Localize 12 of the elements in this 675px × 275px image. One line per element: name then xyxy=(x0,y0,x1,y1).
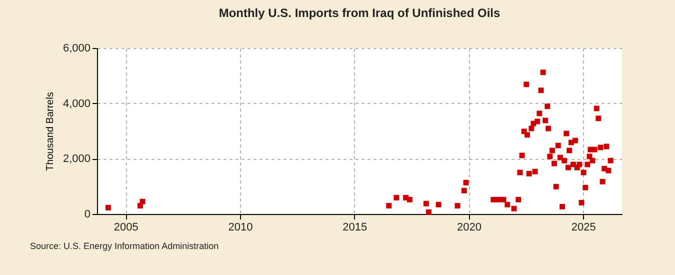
y-tick-label: 2,000 xyxy=(62,153,90,166)
y-tick-label: 0 xyxy=(84,208,90,220)
source-note: Source: U.S. Energy Information Administration xyxy=(30,241,219,251)
x-tick-label: 2010 xyxy=(228,222,253,234)
x-tick-label: 2015 xyxy=(342,222,368,234)
x-tick-label: 2025 xyxy=(571,222,596,234)
y-tick-label: 6,000 xyxy=(62,42,90,54)
y-axis-title: Thousand Barrels xyxy=(44,92,56,171)
x-tick-label: 2005 xyxy=(114,222,138,234)
y-tick-label: 4,000 xyxy=(62,98,90,110)
x-tick-label: 2020 xyxy=(456,222,482,234)
chart-title: Monthly U.S. Imports from Iraq of Unfinished Oils xyxy=(218,6,500,20)
